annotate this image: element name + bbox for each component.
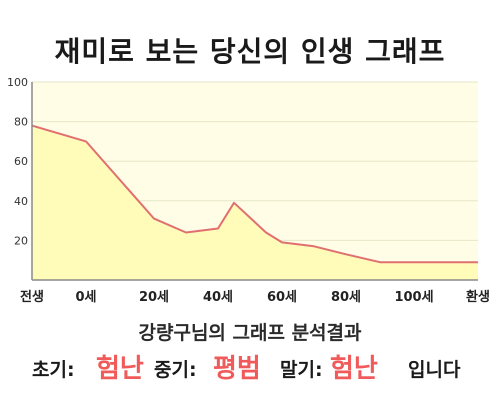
area-fill: [32, 125, 478, 280]
analysis-heading: 강량구님의 그래프 분석결과: [138, 322, 362, 344]
y-tick-label: 40: [14, 195, 28, 208]
x-tick-label: 40세: [203, 290, 233, 305]
x-tick-label: 100세: [394, 290, 433, 305]
y-tick-label: 60: [14, 155, 28, 168]
middle-life-value: 평범: [213, 354, 261, 384]
y-tick-labels: 20 40 60 80 100: [7, 76, 28, 247]
late-life-value: 험난: [330, 354, 378, 384]
life-graph-chart: 20 40 60 80 100 전생 0세 20세 40세 60세 80세 100세 환생: [7, 76, 490, 305]
middle-life-label: 중기:: [154, 359, 197, 381]
y-tick-label: 100: [7, 76, 28, 89]
early-life-value: 험난: [96, 354, 144, 384]
late-life-label: 말기:: [280, 359, 323, 381]
x-tick-label: 환생: [466, 289, 490, 305]
early-life-label: 초기:: [32, 359, 75, 381]
x-tick-label: 0세: [75, 290, 96, 305]
x-tick-label: 20세: [139, 290, 169, 305]
x-tick-labels: 전생 0세 20세 40세 60세 80세 100세 환생: [20, 289, 490, 305]
result-ending: 입니다: [408, 359, 461, 381]
x-tick-label: 80세: [331, 290, 361, 305]
x-tick-label: 전생: [20, 289, 44, 305]
x-tick-label: 60세: [267, 290, 297, 305]
y-tick-label: 20: [14, 234, 28, 247]
series-line: [31, 124, 478, 264]
analysis-result: 초기: 험난 중기: 평범 말기: 험난 입니다: [0, 346, 500, 386]
axes: [31, 82, 478, 281]
chart-title: 재미로 보는 당신의 인생 그래프: [54, 35, 446, 68]
y-tick-label: 80: [14, 116, 28, 129]
